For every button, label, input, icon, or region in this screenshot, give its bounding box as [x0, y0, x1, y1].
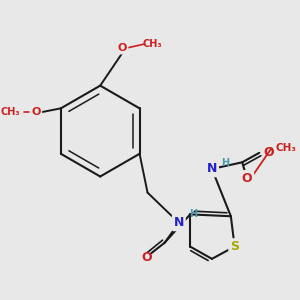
Text: O: O	[263, 146, 274, 159]
Text: H: H	[221, 158, 229, 168]
Text: S: S	[230, 240, 239, 253]
Text: CH₃: CH₃	[142, 39, 162, 49]
Text: O: O	[242, 172, 252, 185]
Text: CH₃: CH₃	[275, 143, 296, 153]
Text: O: O	[141, 251, 152, 264]
Text: N: N	[207, 162, 217, 176]
Text: H: H	[189, 209, 197, 219]
Text: N: N	[174, 216, 184, 230]
Text: O: O	[117, 43, 127, 53]
Text: CH₃: CH₃	[0, 107, 20, 117]
Text: O: O	[31, 107, 40, 117]
